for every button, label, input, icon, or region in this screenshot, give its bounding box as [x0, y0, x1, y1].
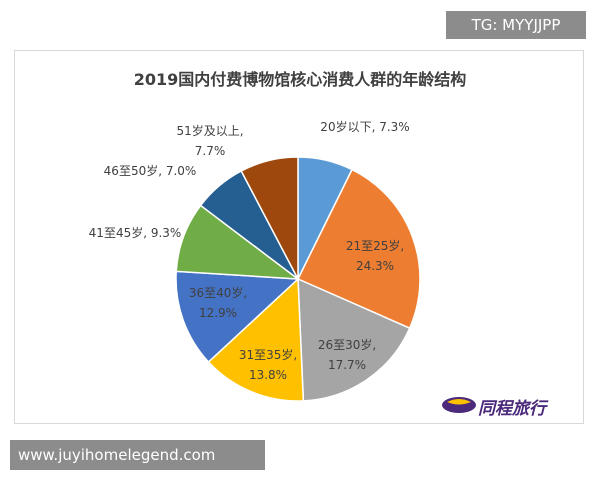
data-label: 41至45岁, 9.3% — [88, 226, 182, 240]
data-label: 26至30岁, 17.7% — [317, 338, 377, 372]
footer-url: www.juyihomelegend.com — [10, 440, 265, 470]
data-label: 36至40岁, 12.9% — [188, 286, 248, 320]
data-label: 20岁以下, 7.3% — [320, 120, 410, 134]
pie-slice — [296, 168, 421, 330]
data-label: 31至35岁, 13.8% — [238, 348, 298, 382]
data-label: 46至50岁, 7.0% — [103, 164, 197, 178]
pie-slice — [240, 156, 299, 280]
pie-slice — [207, 277, 305, 402]
logo-text: 同程旅行 — [478, 399, 546, 419]
watermark: TG: MYYJJPP — [446, 11, 586, 39]
pie-slice — [175, 270, 300, 364]
data-label: 51岁及以上, 7.7% — [176, 124, 244, 158]
data-label: 21至25岁, 24.3% — [345, 239, 405, 273]
pie-slice — [297, 277, 411, 402]
logo-icon — [442, 397, 476, 413]
chart-title: 2019国内付费博物馆核心消费人群的年龄结构 — [133, 70, 467, 89]
